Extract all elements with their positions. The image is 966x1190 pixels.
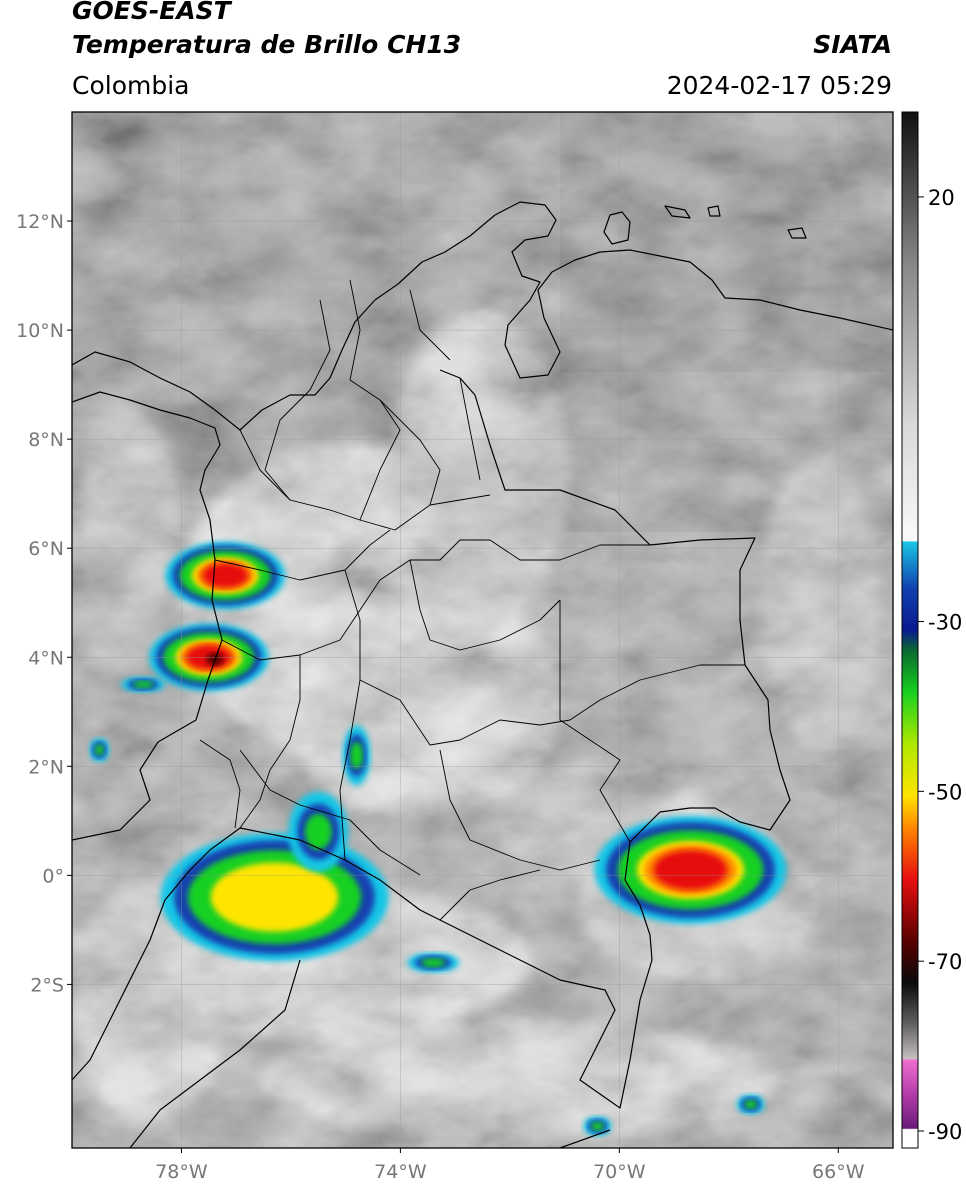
- borders: [72, 201, 893, 1148]
- storm-patch: [304, 813, 332, 850]
- satellite-title: GOES-EAST: [72, 0, 231, 25]
- latitude-axis: 12°N 10°N 8°N 6°N 4°N 2°N 0° 2°S: [16, 211, 72, 996]
- lat-tick-label: 12°N: [16, 211, 64, 233]
- storm-patch: [94, 744, 104, 756]
- storm-patch: [350, 741, 363, 769]
- storm-patch: [744, 1099, 757, 1109]
- colorbar-gradient: [901, 111, 919, 1149]
- lat-tick-label: 6°N: [28, 538, 64, 560]
- lon-tick-label: 66°W: [812, 1161, 865, 1183]
- storm-patch: [421, 958, 445, 968]
- storm-patch: [591, 1121, 604, 1131]
- lat-tick-label: 2°N: [28, 756, 64, 778]
- organization-label: SIATA: [813, 30, 892, 59]
- lat-tick-label: 4°N: [28, 647, 64, 669]
- region-label: Colombia: [72, 71, 190, 100]
- colorbar-ticks: 20 -30 -50 -70 -90: [918, 186, 962, 1144]
- colorbar-tick-label: -70: [928, 950, 962, 974]
- lon-tick-label: 74°W: [374, 1161, 427, 1183]
- colorbar-tick-label: -50: [928, 780, 962, 804]
- map-frame: [71, 111, 894, 1149]
- lat-tick-label: 10°N: [16, 320, 64, 342]
- product-title: Temperatura de Brillo CH13: [72, 30, 462, 59]
- storm-core-yellow: [210, 862, 339, 932]
- satellite-image: [72, 112, 893, 1148]
- storm-core-red: [653, 849, 728, 890]
- colorbar-tick-label: -30: [928, 611, 962, 635]
- storm-patch: [133, 680, 154, 689]
- colorbar-tick-label: -90: [928, 1120, 962, 1144]
- convective-storms: [89, 541, 787, 1137]
- longitude-axis: 78°W 74°W 70°W 66°W: [155, 1148, 865, 1183]
- lat-tick-label: 8°N: [28, 429, 64, 451]
- lat-tick-label: 2°S: [30, 974, 64, 996]
- lat-tick-label: 0°: [42, 865, 64, 887]
- lon-tick-label: 78°W: [155, 1161, 208, 1183]
- lon-tick-label: 70°W: [593, 1161, 646, 1183]
- colorbar: 20 -30 -50 -70 -90: [901, 111, 962, 1149]
- storm-core-red: [202, 562, 249, 588]
- graticule: [72, 112, 893, 1148]
- colorbar-tick-label: 20: [928, 186, 955, 210]
- timestamp-label: 2024-02-17 05:29: [666, 71, 892, 100]
